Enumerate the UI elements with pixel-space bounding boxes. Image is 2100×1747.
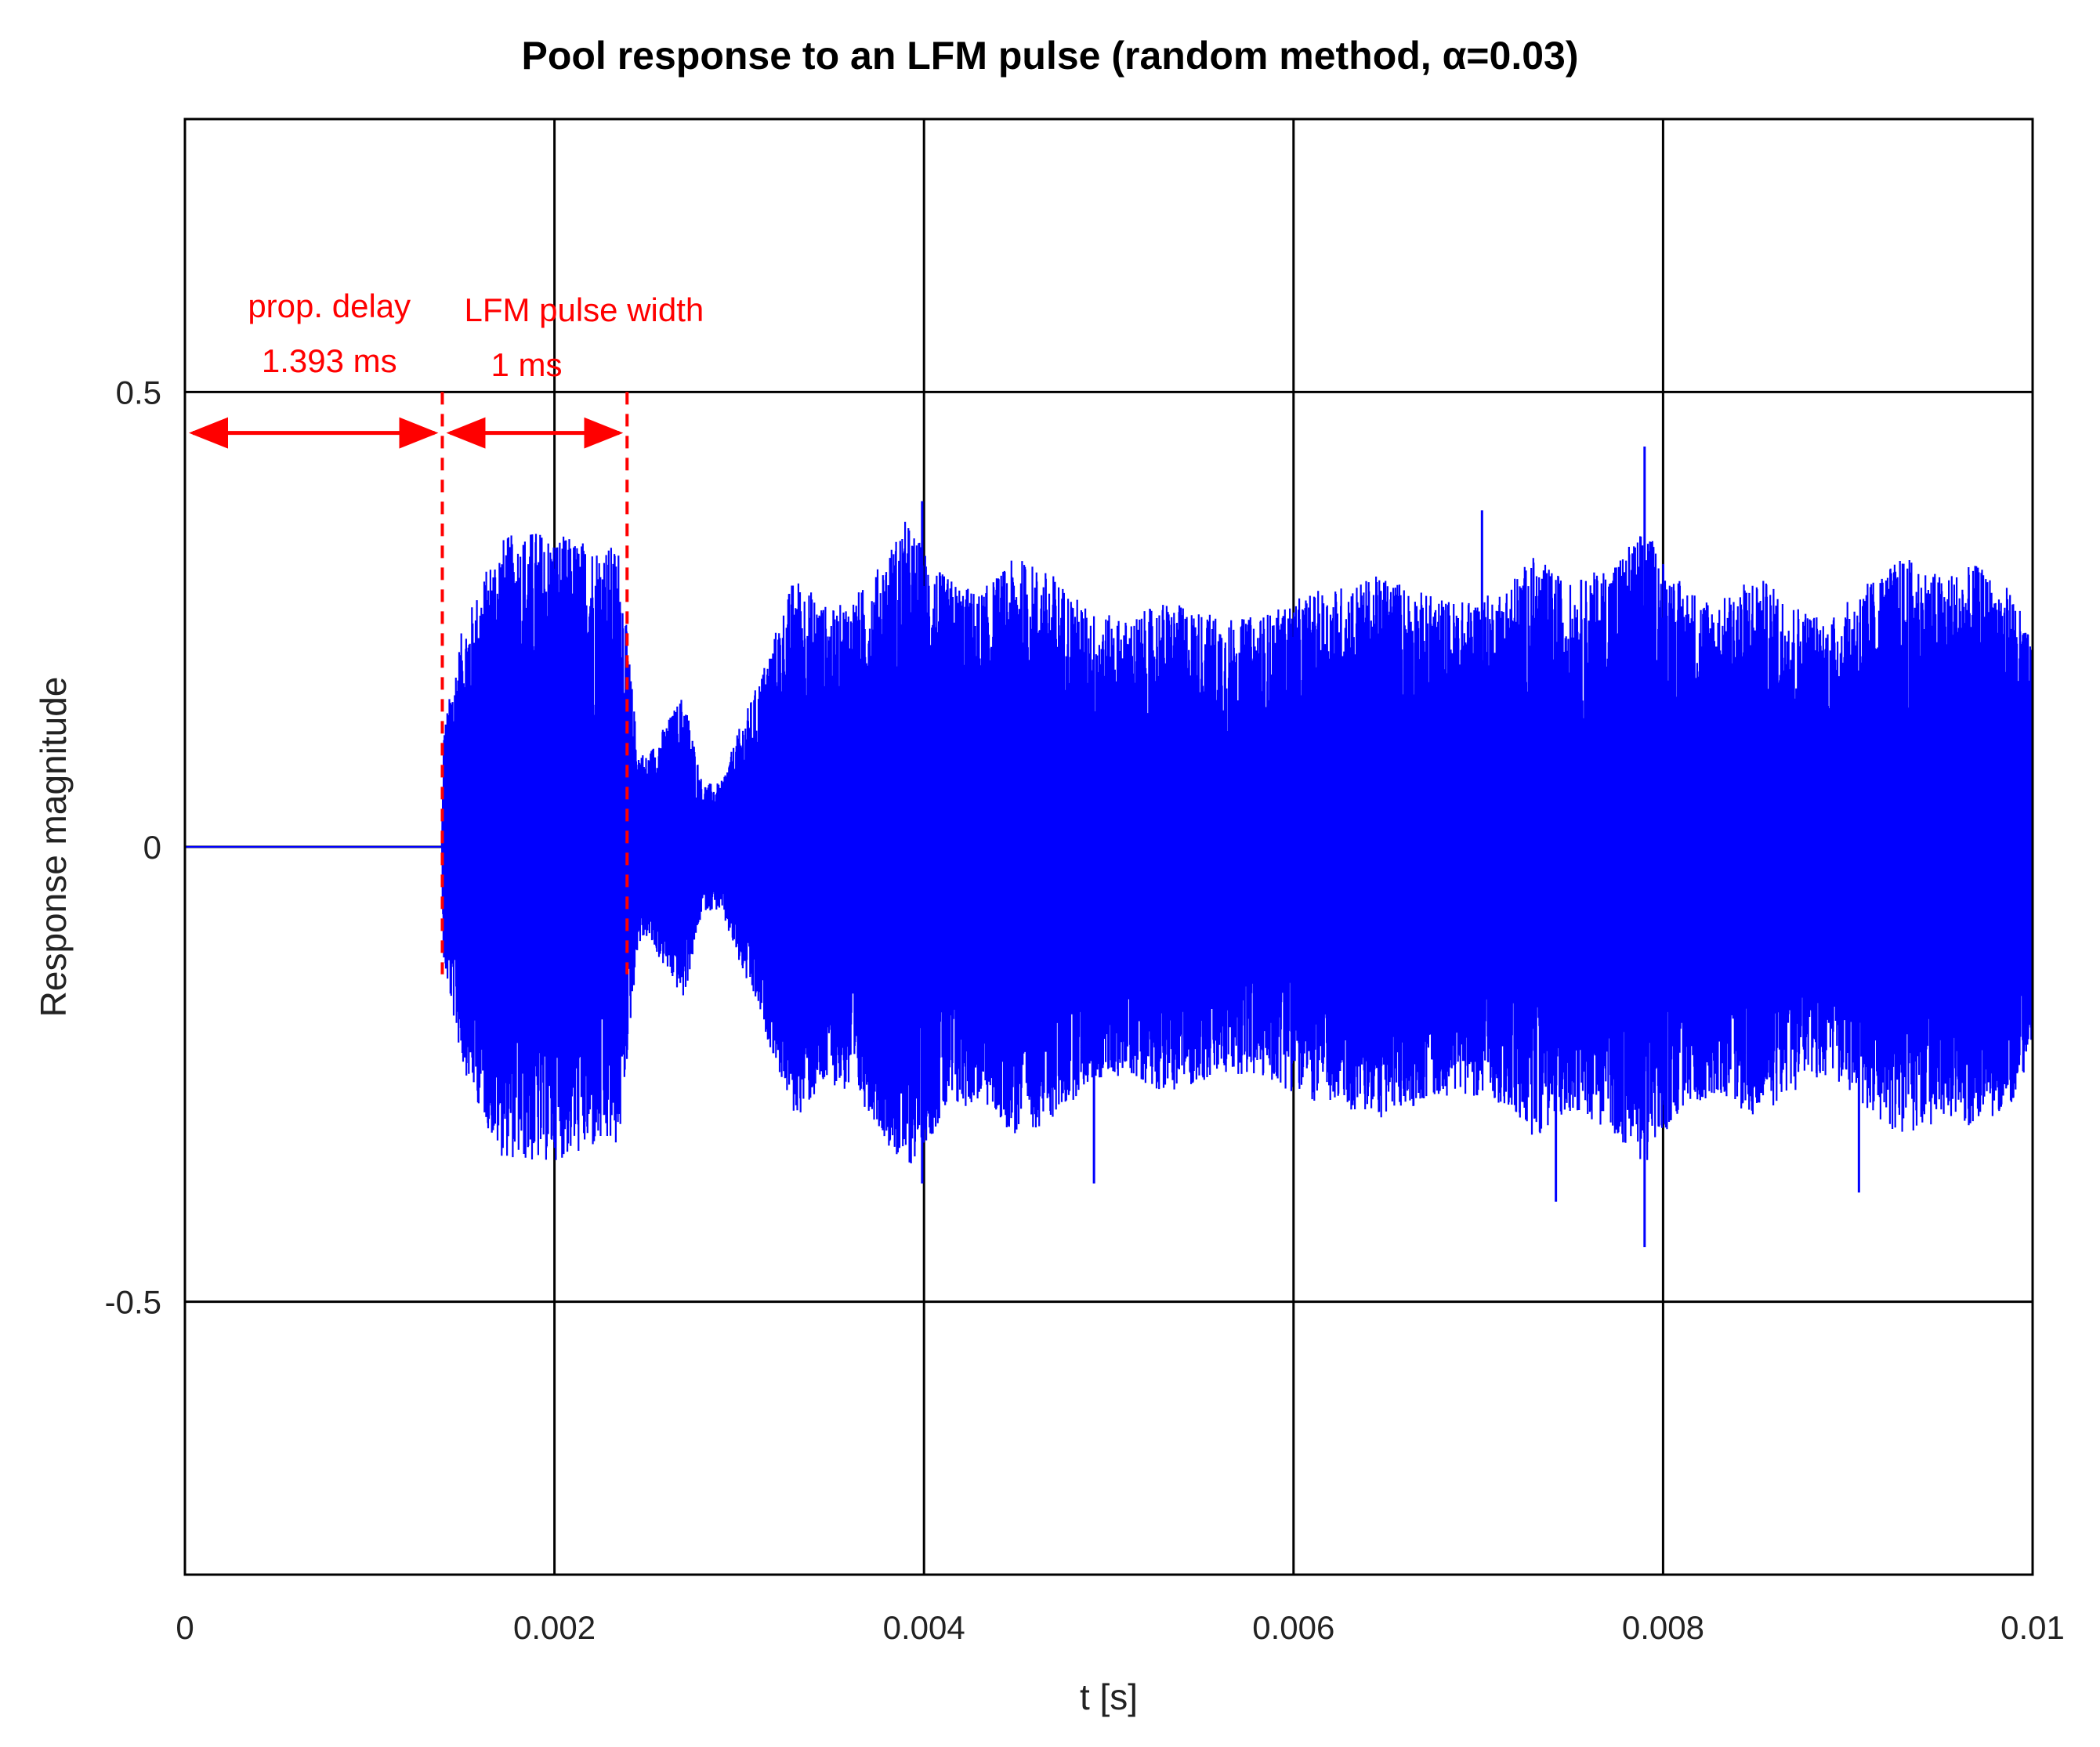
annotation-label: 1.393 ms: [262, 342, 397, 379]
x-axis-label: t [s]: [1080, 1676, 1138, 1717]
ticks: 0 0.002 0.004 0.006 0.008 0.01 -0.5 0 0.5: [105, 374, 2065, 1646]
x-tick-label: 0.004: [883, 1609, 965, 1646]
plot-frame: [183, 118, 2034, 1576]
chart-title: Pool response to an LFM pulse (random me…: [522, 34, 1579, 78]
annotations: prop. delay 1.393 ms LFM pulse width 1 ms: [189, 288, 704, 975]
signal-line: [185, 521, 2034, 1164]
y-tick-label: -0.5: [105, 1284, 161, 1321]
y-tick-label: 0: [143, 829, 161, 866]
annotation-label: prop. delay: [248, 288, 411, 324]
annotation-label: LFM pulse width: [464, 291, 704, 328]
x-tick-label: 0.002: [513, 1609, 596, 1646]
x-tick-label: 0.008: [1622, 1609, 1704, 1646]
y-tick-label: 0.5: [116, 374, 161, 411]
signal-series: [185, 447, 2034, 1247]
x-tick-label: 0.006: [1252, 1609, 1334, 1646]
y-axis-label: Response magnitude: [33, 677, 74, 1018]
x-tick-label: 0: [176, 1609, 194, 1646]
annotation-label: 1 ms: [491, 346, 562, 383]
x-tick-label: 0.01: [2000, 1609, 2065, 1646]
